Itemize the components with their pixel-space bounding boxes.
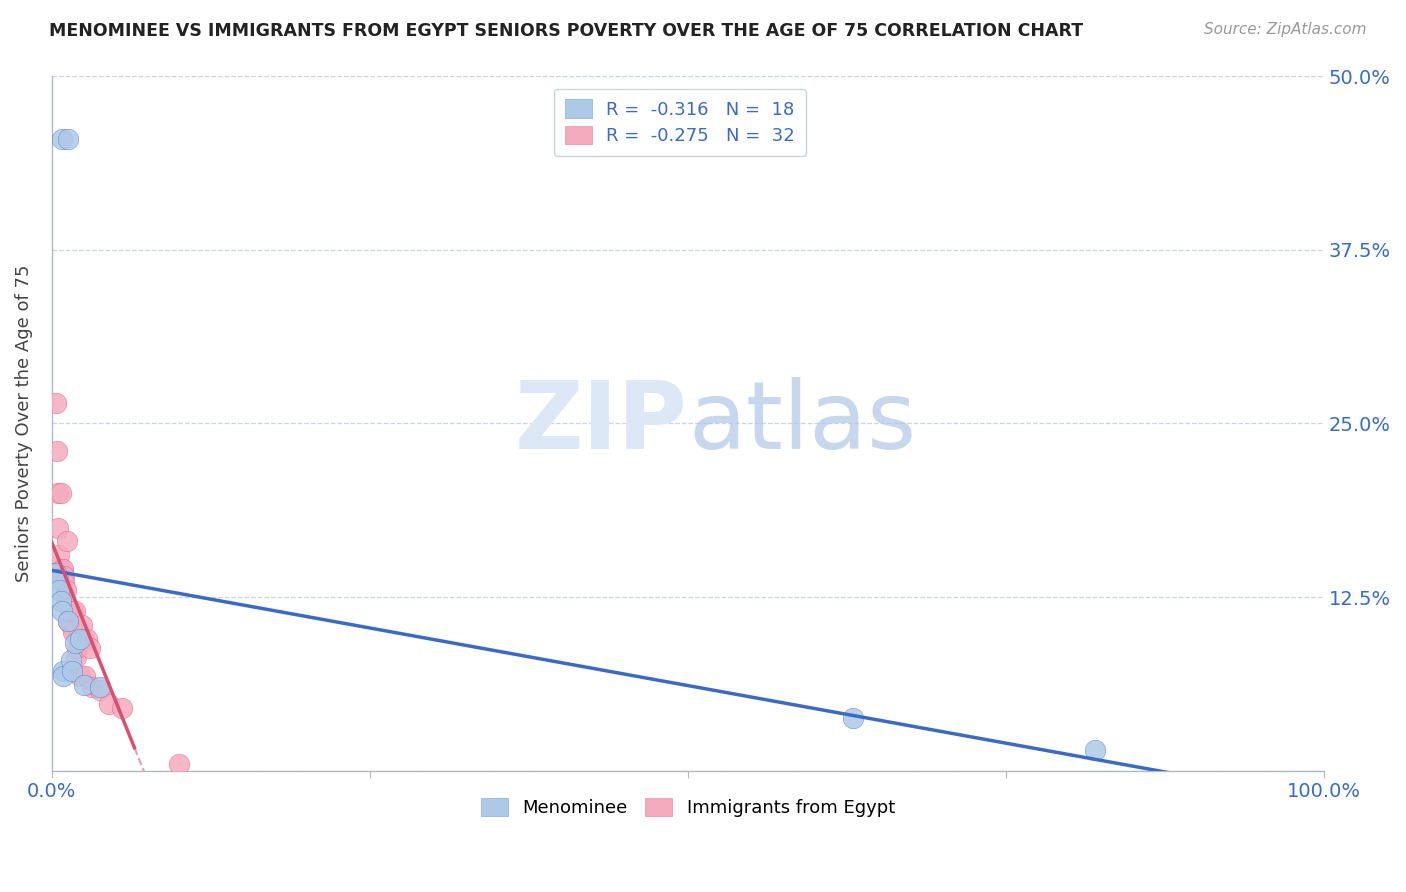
- Point: [69, 632, 91, 646]
- Point: [1084, 743, 1107, 757]
- Point: [52, 664, 75, 678]
- Point: [58, 611, 80, 625]
- Point: [89, 681, 111, 695]
- Point: [66, 641, 89, 656]
- Point: [89, 683, 111, 698]
- Point: [72, 632, 94, 646]
- Point: [842, 711, 865, 725]
- Point: [59, 617, 82, 632]
- Point: [51, 604, 73, 618]
- Point: [73, 669, 96, 683]
- Y-axis label: Seniors Poverty Over the Age of 75: Seniors Poverty Over the Age of 75: [15, 265, 32, 582]
- Point: [46, 485, 69, 500]
- Text: atlas: atlas: [688, 377, 917, 469]
- Point: [65, 649, 87, 664]
- Point: [60, 664, 83, 678]
- Point: [98, 697, 121, 711]
- Text: ZIP: ZIP: [515, 377, 688, 469]
- Point: [60, 604, 83, 618]
- Point: [79, 641, 101, 656]
- Text: MENOMINEE VS IMMIGRANTS FROM EGYPT SENIORS POVERTY OVER THE AGE OF 75 CORRELATIO: MENOMINEE VS IMMIGRANTS FROM EGYPT SENIO…: [49, 22, 1084, 40]
- Point: [53, 569, 76, 583]
- Point: [72, 677, 94, 691]
- Legend: Menominee, Immigrants from Egypt: Menominee, Immigrants from Egypt: [474, 790, 903, 824]
- Point: [62, 624, 84, 639]
- Point: [55, 597, 77, 611]
- Point: [111, 701, 134, 715]
- Point: [76, 632, 98, 646]
- Text: Source: ZipAtlas.com: Source: ZipAtlas.com: [1204, 22, 1367, 37]
- Point: [82, 681, 104, 695]
- Point: [63, 636, 86, 650]
- Point: [58, 614, 80, 628]
- Point: [51, 131, 73, 145]
- Point: [52, 669, 75, 683]
- Point: [167, 756, 190, 771]
- Point: [69, 669, 91, 683]
- Point: [59, 652, 82, 666]
- Point: [51, 562, 73, 576]
- Point: [49, 485, 72, 500]
- Point: [48, 583, 70, 598]
- Point: [52, 562, 75, 576]
- Point: [58, 614, 80, 628]
- Point: [46, 520, 69, 534]
- Point: [46, 572, 69, 586]
- Point: [55, 583, 77, 598]
- Point: [45, 444, 67, 458]
- Point: [63, 604, 86, 618]
- Point: [72, 617, 94, 632]
- Point: [49, 594, 72, 608]
- Point: [56, 534, 79, 549]
- Point: [53, 576, 76, 591]
- Point: [45, 566, 67, 581]
- Point: [48, 549, 70, 563]
- Point: [45, 395, 67, 409]
- Point: [58, 131, 80, 145]
